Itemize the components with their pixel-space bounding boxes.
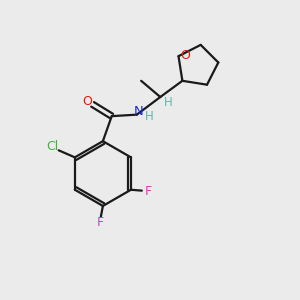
Text: F: F (96, 216, 103, 229)
Text: O: O (180, 49, 190, 62)
Text: O: O (82, 95, 92, 108)
Text: H: H (164, 96, 173, 109)
Text: F: F (145, 185, 152, 198)
Text: H: H (145, 110, 154, 123)
Text: Cl: Cl (46, 140, 59, 153)
Text: N: N (133, 105, 143, 118)
